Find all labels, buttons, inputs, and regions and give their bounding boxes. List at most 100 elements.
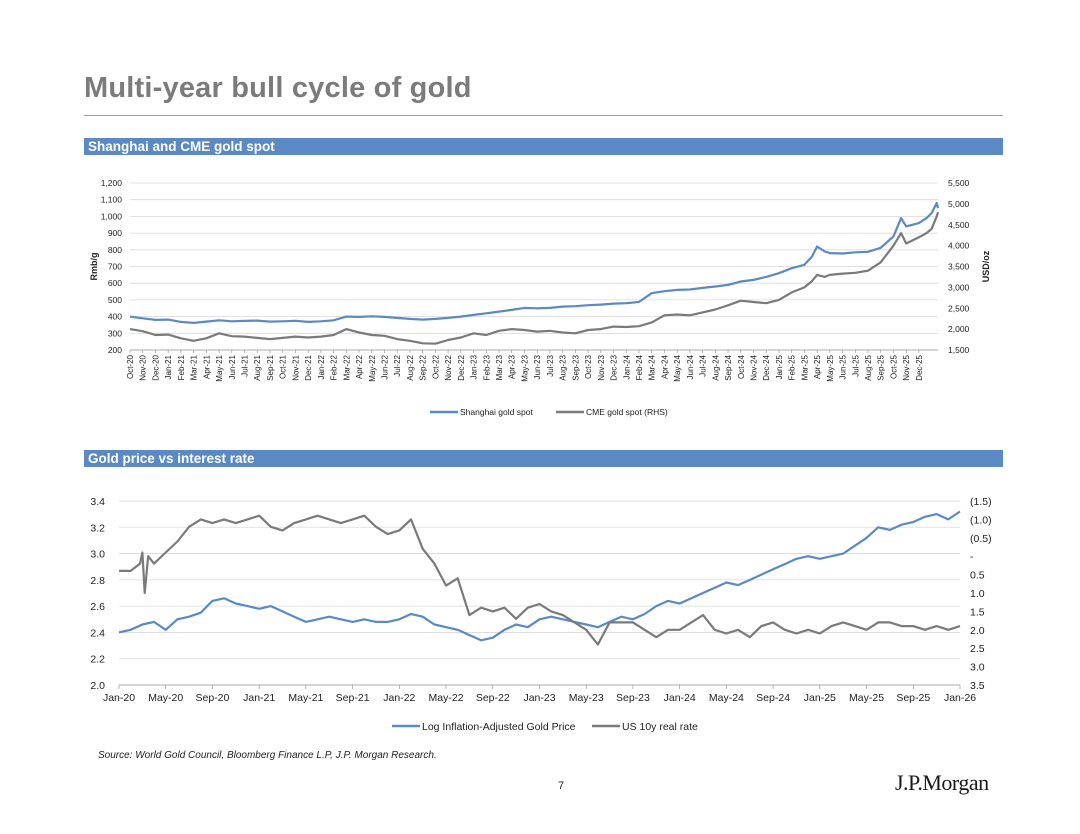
- y2-tick-label: 5,500: [948, 178, 970, 188]
- x-tick-label: May-21: [215, 354, 224, 381]
- y2-tick-label: (1.5): [970, 496, 992, 508]
- y2-tick-label: 1.0: [970, 588, 985, 600]
- x-tick-label: Dec-21: [304, 354, 313, 380]
- x-tick-label: Sep-23: [616, 692, 650, 704]
- x-tick-label: Jan-21: [164, 354, 173, 379]
- y-tick-label: 600: [108, 278, 122, 288]
- page-number: 7: [558, 780, 565, 792]
- x-tick-label: May-20: [148, 692, 183, 704]
- shanghai-cme-gold-chart: 1,200 1,100 1,000 900 800 700 600 500 400 300 200 5…: [89, 178, 991, 417]
- y2-tick-label: 2,500: [948, 303, 970, 313]
- real-rate-line: [119, 514, 961, 646]
- y2-tick-label: 2.0: [970, 625, 985, 637]
- y2-tick-label: 2,000: [948, 324, 970, 334]
- x-tick-label: Aug-22: [406, 354, 415, 380]
- x-tick-label: Jan-23: [523, 692, 555, 704]
- x-tick-label: Sep-22: [419, 354, 428, 380]
- y-axis-label: Rmb/g: [89, 253, 99, 281]
- chart1-header: Shanghai and CME gold spot: [84, 138, 1003, 155]
- y2-tick-label: 3,000: [948, 282, 970, 292]
- x-tick-label: Oct-20: [126, 354, 135, 379]
- x-tick-label: Oct-23: [584, 354, 593, 379]
- y-tick-label: 2.6: [90, 601, 105, 613]
- x-tick-label: Sep-25: [896, 692, 930, 704]
- y2-tick-label: 2.5: [970, 643, 985, 655]
- x-tick-label: Apr-24: [660, 354, 669, 379]
- y-tick-label: 2.2: [90, 654, 105, 666]
- x-tick-label: Jan-22: [317, 354, 326, 379]
- x-tick-label: Feb-22: [330, 354, 339, 380]
- x-tick-label: Jul-22: [393, 354, 402, 376]
- x-tick-label: Apr-22: [355, 354, 364, 379]
- x-tick-label: Jun-22: [380, 354, 389, 379]
- title-divider: [84, 115, 1003, 116]
- x-tick-label: Feb-21: [177, 354, 186, 380]
- x-tick-label: Sep-24: [724, 354, 733, 380]
- x-tick-label: Jan-24: [622, 354, 631, 379]
- y-tick-label: 400: [108, 312, 122, 322]
- x-tick-label: May-23: [569, 692, 604, 704]
- x-tick-label: Sep-22: [476, 692, 510, 704]
- legend-label-real-rate: US 10y real rate: [622, 721, 698, 733]
- y2-tick-label: -: [970, 551, 974, 563]
- shanghai-gold-spot-line: [129, 201, 940, 324]
- x-tick-label: Oct-25: [889, 354, 898, 379]
- y2-tick-label: 0.5: [970, 570, 985, 582]
- y-tick-label: 2.4: [90, 627, 105, 639]
- y2-tick-label: 1,500: [948, 345, 970, 355]
- x-tick-label: Dec-23: [610, 354, 619, 380]
- x-tick-label: Dec-25: [915, 354, 924, 380]
- x-tick-label: Jan-25: [804, 692, 836, 704]
- x-tick-label: Jan-23: [470, 354, 479, 379]
- x-tick-label: May-21: [288, 692, 323, 704]
- y-tick-label: 1,100: [101, 195, 123, 205]
- x-tick-label: Apr-21: [202, 354, 211, 379]
- x-tick-label: Oct-22: [431, 354, 440, 379]
- x-tick-label: May-22: [368, 354, 377, 381]
- x-tick-label: Jul-23: [546, 354, 555, 376]
- y2-tick-label: 4,500: [948, 220, 970, 230]
- x-tick-label: Aug-21: [253, 354, 262, 380]
- x-tick-label: May-24: [709, 692, 744, 704]
- x-tick-label: Apr-23: [508, 354, 517, 379]
- x-tick-label: Sep-21: [266, 354, 275, 380]
- x-tick-label: May-25: [826, 354, 835, 381]
- y-tick-label: 2.0: [90, 680, 105, 692]
- x-tick-label: Mar-21: [190, 354, 199, 380]
- x-tick-label: Sep-20: [196, 692, 230, 704]
- page-title: Multi-year bull cycle of gold: [84, 72, 472, 104]
- x-tick-label: Jan-24: [664, 692, 696, 704]
- legend-label-cme: CME gold spot (RHS): [586, 407, 668, 417]
- x-tick-label: Aug-25: [864, 354, 873, 380]
- y-tick-label: 3.4: [90, 496, 105, 508]
- x-tick-label: Mar-23: [495, 354, 504, 380]
- y2-tick-label: 3,500: [948, 262, 970, 272]
- x-tick-label: May-22: [429, 692, 464, 704]
- x-tick-label: Jan-20: [103, 692, 135, 704]
- y2-axis-label: USD/oz: [981, 250, 991, 282]
- y-tick-label: 2.8: [90, 575, 105, 587]
- legend-label-gold-price: Log Inflation-Adjusted Gold Price: [422, 721, 576, 733]
- x-tick-label: May-25: [849, 692, 884, 704]
- x-tick-label: Nov-22: [444, 354, 453, 380]
- x-tick-label: Aug-24: [711, 354, 720, 380]
- y2-tick-label: 1.5: [970, 606, 985, 618]
- x-tick-label: Mar-25: [800, 354, 809, 380]
- gold-price-line: [118, 510, 961, 642]
- x-tick-label: Jan-21: [243, 692, 275, 704]
- y-tick-label: 1,000: [101, 211, 123, 221]
- y-tick-label: 300: [108, 328, 122, 338]
- x-tick-label: Nov-20: [139, 354, 148, 380]
- legend-label-shanghai: Shanghai gold spot: [460, 407, 533, 417]
- source-note: Source: World Gold Council, Bloomberg Fi…: [98, 750, 437, 761]
- x-tick-label: Nov-23: [597, 354, 606, 380]
- y-tick-label: 3.0: [90, 549, 105, 561]
- x-tick-label: Oct-21: [279, 354, 288, 379]
- x-tick-label: Nov-24: [749, 354, 758, 380]
- x-tick-label: Feb-23: [482, 354, 491, 380]
- cme-gold-spot-line: [129, 211, 940, 345]
- x-tick-label: Dec-22: [457, 354, 466, 380]
- x-tick-label: Feb-25: [788, 354, 797, 380]
- x-tick-label: May-24: [673, 354, 682, 381]
- y-tick-label: 900: [108, 228, 122, 238]
